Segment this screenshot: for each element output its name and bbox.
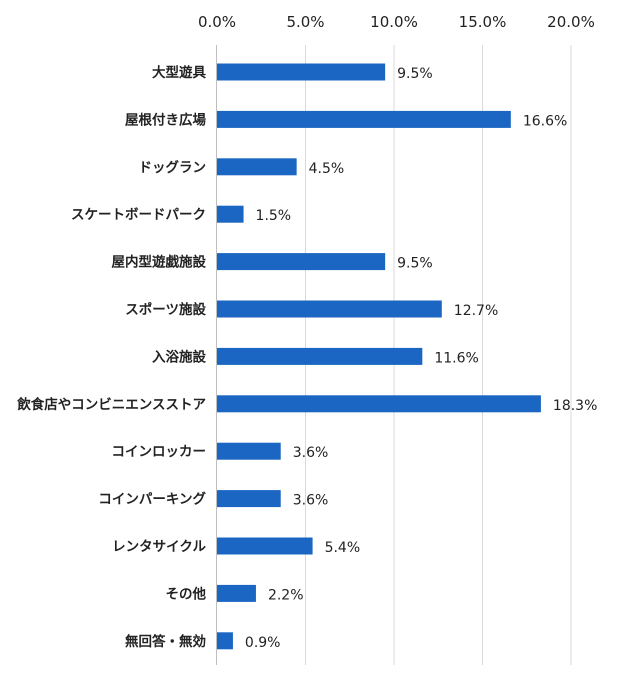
category-label: その他: [166, 585, 207, 602]
category-label: 無回答・無効: [125, 633, 206, 650]
x-tick-label: 0.0%: [198, 13, 236, 31]
x-tick-label: 20.0%: [547, 13, 595, 31]
category-label: コインパーキング: [98, 491, 206, 508]
bar: [217, 158, 297, 176]
category-label: 屋根付き広場: [125, 111, 206, 128]
bar: [217, 253, 386, 271]
value-label: 12.7%: [454, 303, 498, 319]
bar: [217, 63, 386, 81]
bars: [217, 63, 541, 650]
value-label: 4.5%: [309, 161, 345, 177]
category-labels: 大型遊具屋根付き広場ドッグランスケートボードパーク屋内型遊戯施設スポーツ施設入浴…: [16, 64, 206, 650]
bar: [217, 395, 541, 413]
value-label: 3.6%: [293, 445, 329, 461]
bar: [217, 584, 256, 602]
bar: [217, 205, 244, 223]
value-label: 3.6%: [293, 493, 329, 509]
bar: [217, 632, 233, 650]
bar: [217, 442, 281, 460]
x-tick-label: 5.0%: [286, 13, 324, 31]
category-label: レンタサイクル: [112, 539, 206, 555]
bar: [217, 110, 511, 128]
category-label: 入浴施設: [152, 348, 206, 365]
category-label: ドッグラン: [139, 159, 207, 176]
category-label: コインロッカー: [112, 444, 207, 460]
category-label: スケートボードパーク: [71, 207, 206, 223]
bar: [217, 537, 313, 555]
bar: [217, 300, 442, 318]
value-labels: 9.5% 16.6% 4.5% 1.5% 9.5% 12.7% 11.6% 18.3% 3.6%…: [245, 66, 597, 651]
value-label: 9.5%: [397, 256, 433, 272]
x-tick-labels: 0.0% 5.0% 10.0% 15.0% 20.0%: [198, 13, 595, 31]
bar: [217, 347, 423, 365]
value-label: 18.3%: [553, 398, 597, 414]
value-label: 1.5%: [256, 208, 292, 224]
value-label: 16.6%: [523, 113, 567, 129]
value-label: 11.6%: [434, 350, 478, 366]
value-label: 2.2%: [268, 587, 304, 603]
bar: [217, 490, 281, 508]
category-label: 屋内型遊戯施設: [112, 254, 207, 271]
value-label: 5.4%: [325, 540, 361, 556]
category-label: スポーツ施設: [125, 301, 206, 318]
x-tick-label: 10.0%: [370, 13, 418, 31]
value-label: 9.5%: [397, 66, 433, 82]
value-label: 0.9%: [245, 635, 281, 651]
category-label: 飲食店やコンビニエンスストア: [16, 396, 206, 413]
category-label: 大型遊具: [152, 64, 206, 81]
x-tick-label: 15.0%: [459, 13, 507, 31]
